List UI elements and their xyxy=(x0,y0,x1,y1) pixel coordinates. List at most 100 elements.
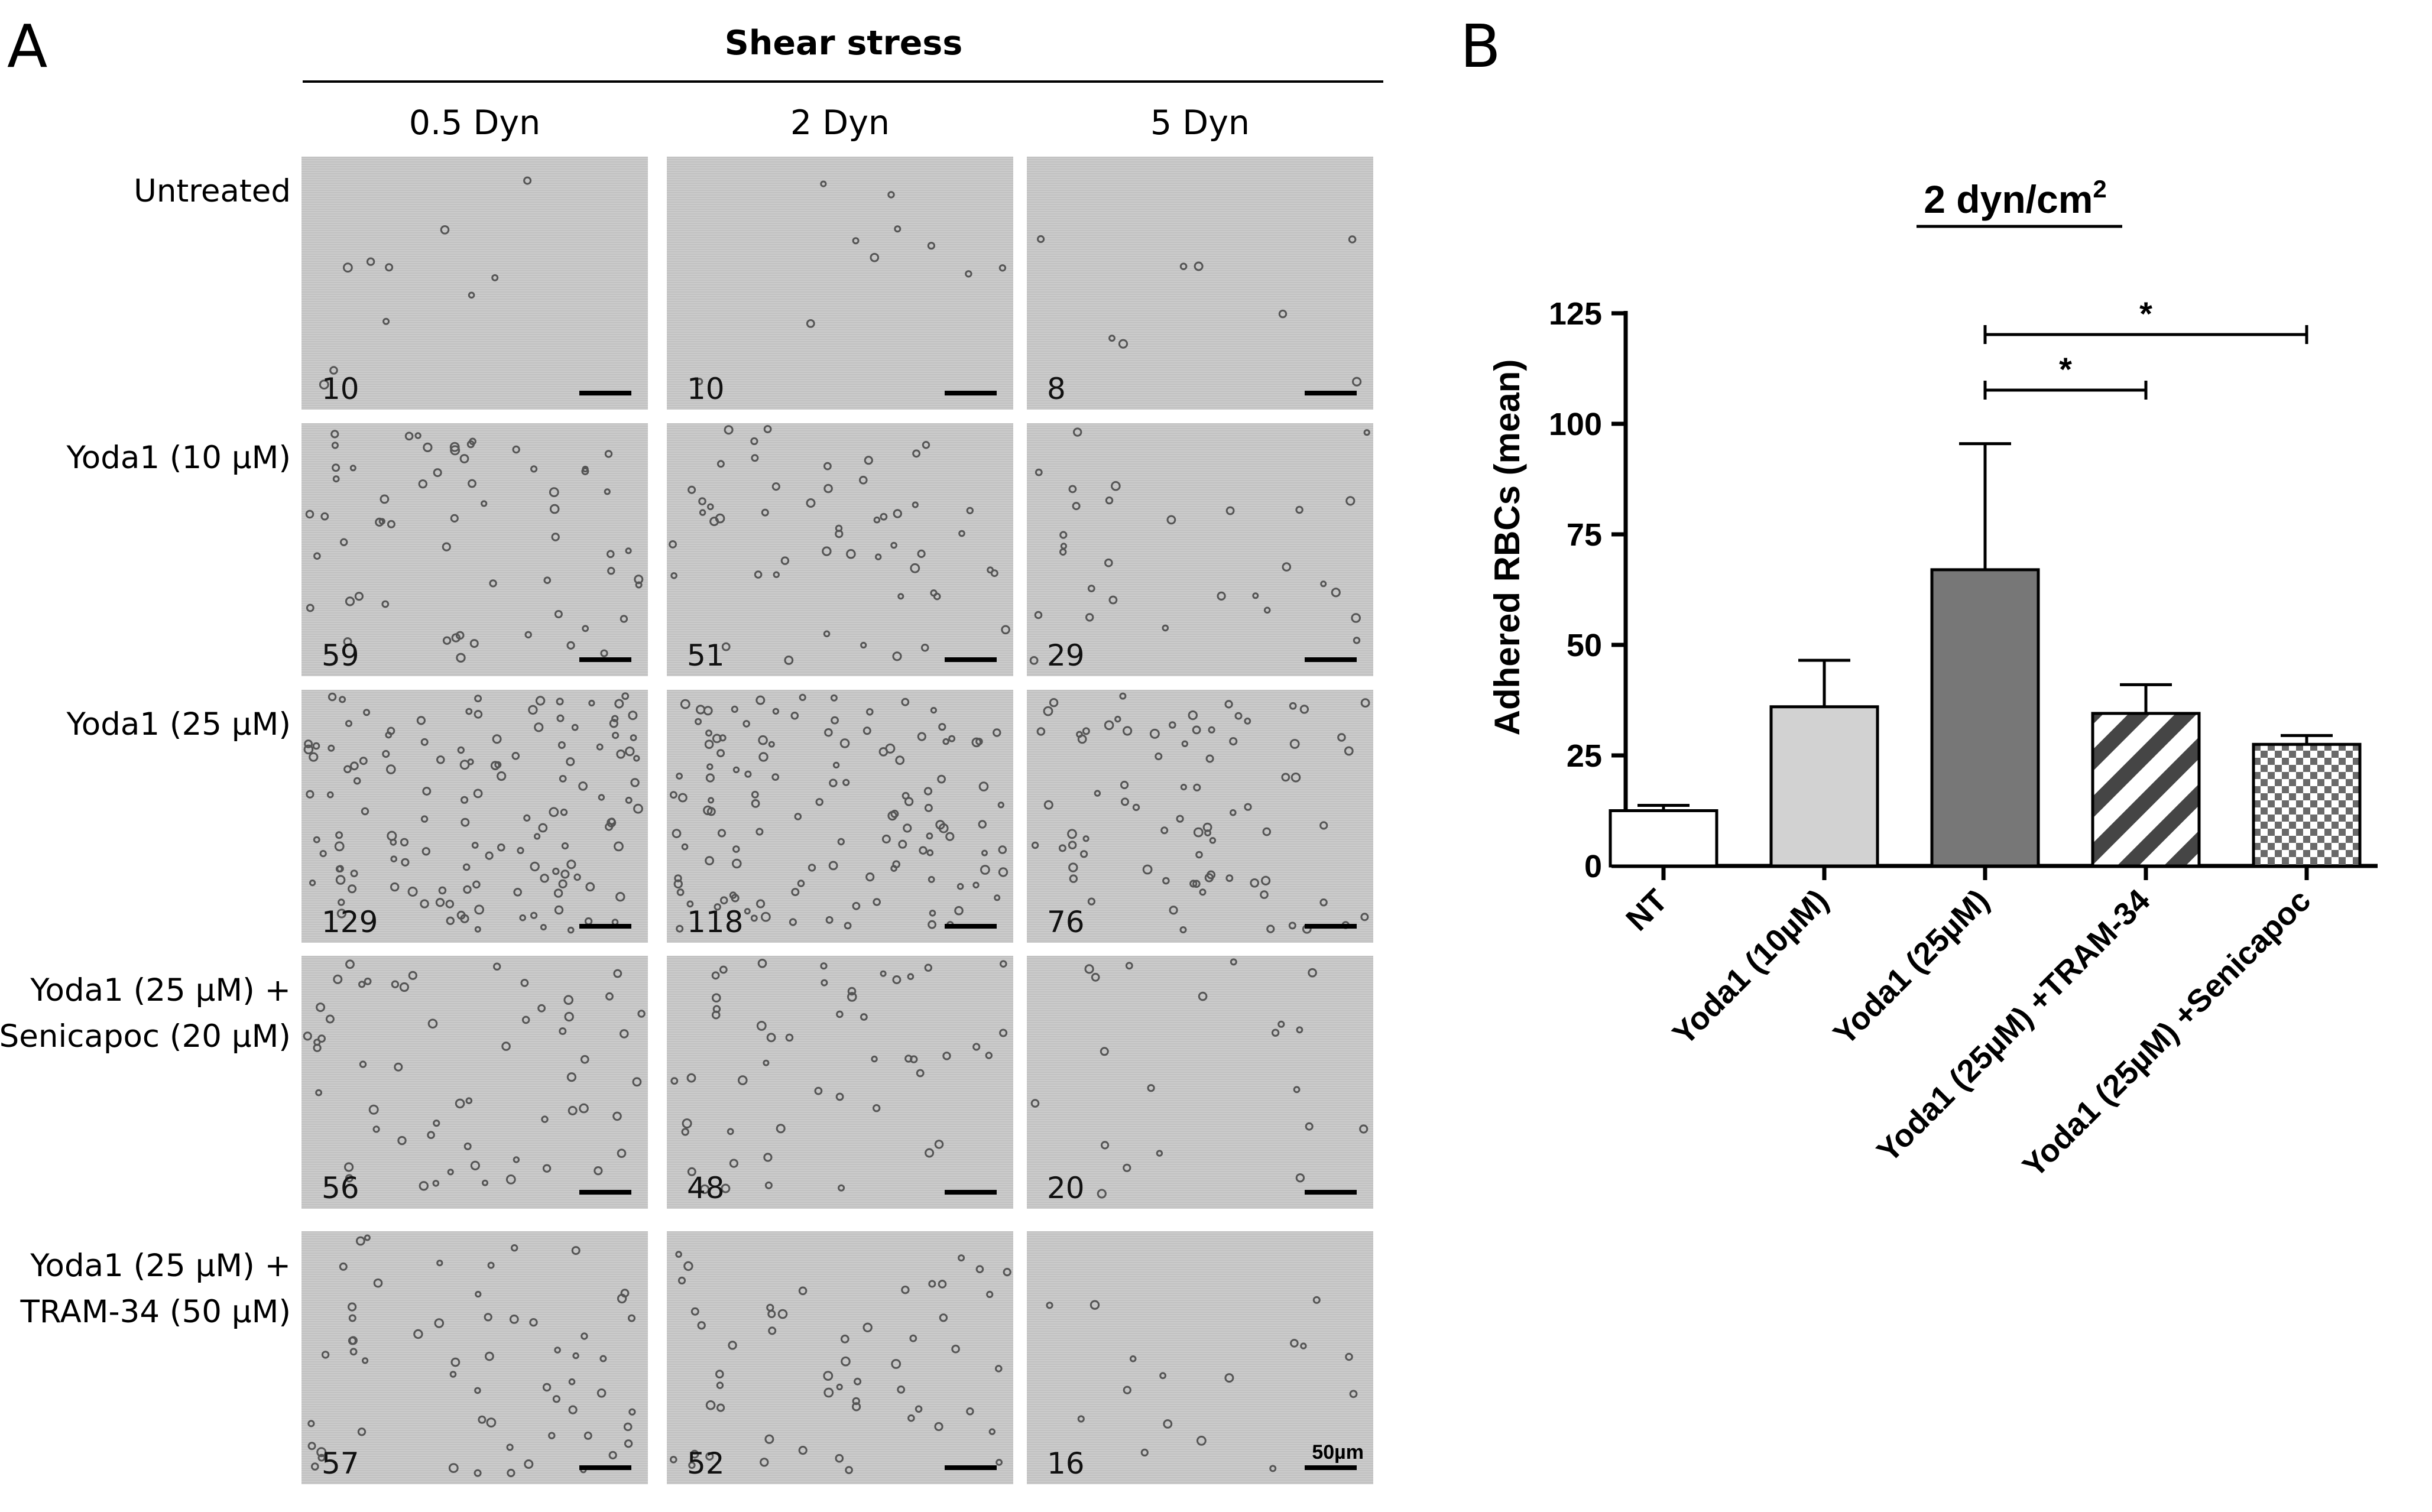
cell-dot xyxy=(1331,588,1341,598)
cell-dot xyxy=(607,567,615,575)
cell-dot xyxy=(901,1286,910,1294)
cell-dot xyxy=(1036,727,1046,736)
cell-dot xyxy=(750,914,758,922)
cell-dot xyxy=(1359,1124,1369,1134)
cell-dot xyxy=(493,962,501,971)
cell-dot xyxy=(1120,780,1129,790)
cell-dot xyxy=(354,592,364,601)
cell-dot xyxy=(560,809,568,816)
cell-dot xyxy=(928,876,935,883)
cell-dot xyxy=(450,514,459,523)
cell-dot xyxy=(930,706,937,714)
micrograph-tile: 16 50µm xyxy=(1027,1231,1373,1484)
cell-dot xyxy=(530,465,538,473)
cell-dot xyxy=(615,892,625,902)
cell-dot xyxy=(625,796,633,804)
cell-dot xyxy=(975,738,983,745)
cell-dot xyxy=(470,1160,480,1170)
y-tick-label: 25 xyxy=(1567,738,1602,774)
cell-dot xyxy=(712,1005,721,1013)
cell-dot xyxy=(892,975,902,984)
cell-dot xyxy=(1198,991,1208,1001)
cell-dot xyxy=(672,829,682,839)
micrograph-tile: 129 xyxy=(301,690,648,943)
cell-dot xyxy=(1060,543,1068,550)
cell-dot xyxy=(784,656,794,665)
cell-count: 8 xyxy=(1047,372,1066,406)
cell-dot xyxy=(993,728,1001,737)
cell-dot xyxy=(1196,1436,1207,1446)
cell-dot xyxy=(864,456,873,465)
cell-dot xyxy=(334,841,345,852)
cell-dot xyxy=(512,445,520,454)
cell-dot xyxy=(830,694,838,702)
cell-dot xyxy=(349,465,356,472)
cell-dot xyxy=(471,842,479,849)
cell-dot xyxy=(387,520,395,528)
cell-dot xyxy=(1250,878,1260,888)
cell-dot xyxy=(344,1162,354,1172)
cell-dot xyxy=(386,764,396,774)
cell-dot xyxy=(566,641,575,650)
cell-dot xyxy=(1169,906,1178,915)
cell-dot xyxy=(390,882,400,892)
cell-dot xyxy=(305,510,314,519)
cell-dot xyxy=(607,817,617,828)
cell-dot xyxy=(894,225,902,233)
cell-dot xyxy=(712,993,721,1002)
cell-dot xyxy=(637,1010,646,1018)
cell-dot xyxy=(598,794,605,801)
cell-dot xyxy=(690,1307,699,1316)
cell-dot xyxy=(766,1033,776,1043)
cell-dot xyxy=(711,971,720,980)
cell-dot xyxy=(927,242,935,250)
cell-dot xyxy=(552,1395,560,1403)
cell-dot xyxy=(1160,826,1169,835)
y-axis-label: Adhered RBCs (mean) xyxy=(1487,359,1527,736)
cell-dot xyxy=(327,692,337,702)
cell-dot xyxy=(1262,827,1272,836)
cell-dot xyxy=(607,550,615,559)
cell-dot xyxy=(1225,506,1235,515)
cell-dot xyxy=(497,843,505,852)
scale-bar xyxy=(579,1190,631,1195)
cell-dot xyxy=(635,581,643,589)
cell-dot xyxy=(862,1322,873,1333)
cell-dot xyxy=(971,737,982,748)
cell-dot xyxy=(994,894,1001,901)
cell-dot xyxy=(382,749,390,758)
cell-dot xyxy=(340,538,348,546)
cell-dot xyxy=(420,899,429,909)
cell-dot xyxy=(529,1318,538,1327)
cell-dot xyxy=(605,992,614,1001)
cell-dot xyxy=(345,959,355,969)
row-label-line: Yoda1 (25 µM) xyxy=(66,706,291,742)
cell-dot xyxy=(364,1234,371,1241)
cell-dot xyxy=(966,507,974,515)
cell-dot xyxy=(768,1326,777,1335)
row-label-line: Untreated xyxy=(134,173,291,209)
cell-dot xyxy=(930,589,938,597)
cell-dot xyxy=(1290,1339,1299,1348)
cell-dot xyxy=(620,1029,629,1039)
cell-dots xyxy=(1046,1296,1358,1472)
cell-dot xyxy=(581,1332,588,1340)
cell-dot xyxy=(1234,712,1243,720)
micrograph-tile: 48 xyxy=(667,956,1013,1209)
cell-dot xyxy=(457,746,465,754)
cell-dot xyxy=(571,1246,581,1255)
cell-dot xyxy=(1031,841,1039,849)
cell-dot xyxy=(919,846,928,855)
cell-dot xyxy=(1244,803,1252,811)
cell-dot xyxy=(998,845,1007,854)
cell-dot xyxy=(751,799,760,808)
cell-dot xyxy=(934,1140,944,1149)
cell-dot xyxy=(549,487,559,498)
cell-dot xyxy=(427,1018,438,1029)
cell-dot xyxy=(873,516,881,524)
cell-dot xyxy=(837,838,845,846)
cell-dot xyxy=(822,546,832,556)
cell-dot xyxy=(700,1184,710,1194)
cell-dot xyxy=(1104,558,1113,567)
